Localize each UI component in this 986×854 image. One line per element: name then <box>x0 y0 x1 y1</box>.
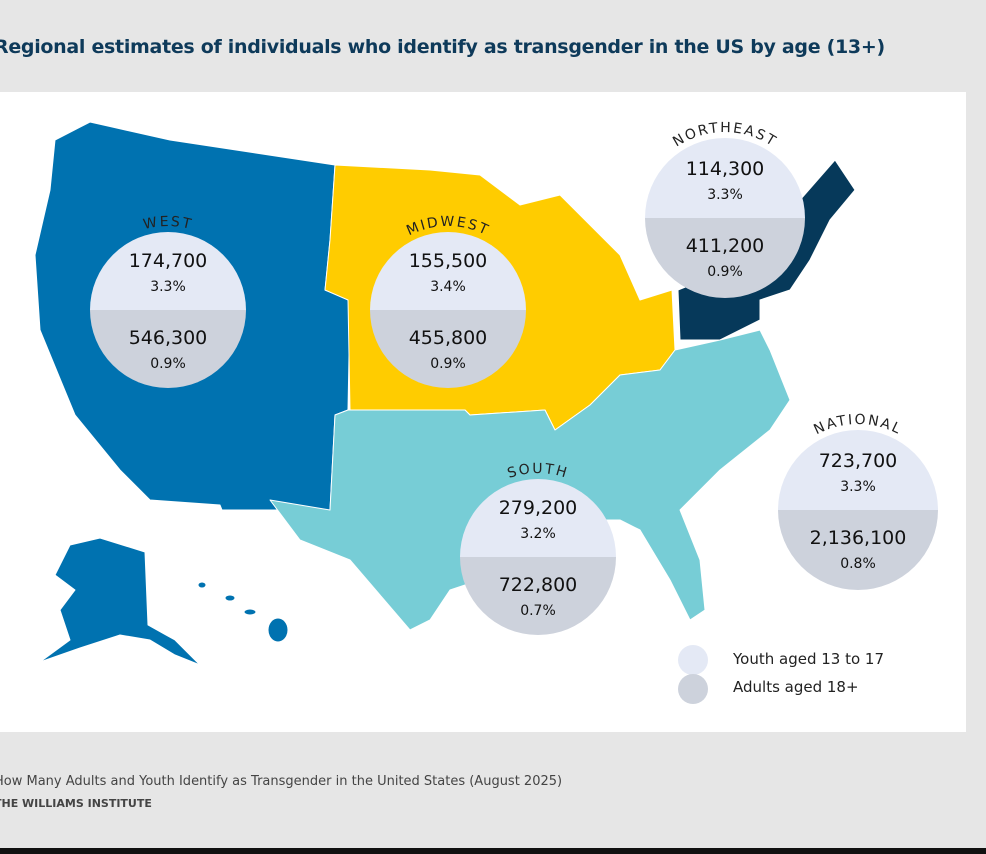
adult-count: 722,800 <box>499 574 578 596</box>
youth-count: 155,500 <box>409 250 488 272</box>
region-label-south: SOUTH <box>506 461 571 482</box>
region-alaska <box>39 537 201 666</box>
adult-percent: 0.9% <box>430 356 466 372</box>
adult-count: 455,800 <box>409 327 488 349</box>
youth-half <box>778 430 938 510</box>
bubble-west: 174,700 3.3% 546,300 0.9% WEST <box>90 214 246 388</box>
adult-percent: 0.9% <box>707 264 743 280</box>
youth-half <box>645 138 805 218</box>
legend-adult-label: Adults aged 18+ <box>733 678 859 696</box>
youth-count: 114,300 <box>686 158 765 180</box>
adult-half <box>778 510 938 590</box>
bottom-bar <box>0 848 986 854</box>
adult-half <box>370 310 526 388</box>
youth-percent: 3.3% <box>707 187 743 203</box>
adult-half <box>460 557 616 635</box>
legend-youth-swatch <box>678 645 708 675</box>
region-hawaii-island <box>224 594 236 602</box>
adult-count: 546,300 <box>129 327 208 349</box>
adult-half <box>90 310 246 388</box>
legend-adult-swatch <box>678 674 708 704</box>
us-region-map: 174,700 3.3% 546,300 0.9% WEST 155,500 3.4% 455… <box>34 120 938 704</box>
youth-count: 174,700 <box>129 250 208 272</box>
youth-half <box>90 232 246 310</box>
adult-percent: 0.8% <box>840 556 876 572</box>
youth-percent: 3.3% <box>150 279 186 295</box>
youth-half <box>370 232 526 310</box>
youth-count: 723,700 <box>819 450 898 472</box>
adult-percent: 0.7% <box>520 603 556 619</box>
youth-percent: 3.2% <box>520 526 556 542</box>
legend <box>678 645 708 704</box>
chart-title: Regional estimates of individuals who id… <box>0 36 885 58</box>
organization-credit: THE WILLIAMS INSTITUTE <box>0 797 152 810</box>
youth-percent: 3.4% <box>430 279 466 295</box>
map-panel: 174,700 3.3% 546,300 0.9% WEST 155,500 3.4% 455… <box>0 92 966 732</box>
youth-half <box>460 479 616 557</box>
youth-count: 279,200 <box>499 497 578 519</box>
region-hawaii-island <box>243 608 257 616</box>
source-citation: How Many Adults and Youth Identify as Tr… <box>0 774 563 789</box>
legend-youth-label: Youth aged 13 to 17 <box>733 650 885 668</box>
adult-half <box>645 218 805 298</box>
region-hawaii <box>267 617 289 643</box>
youth-percent: 3.3% <box>840 479 876 495</box>
adult-percent: 0.9% <box>150 356 186 372</box>
adult-count: 411,200 <box>686 235 765 257</box>
adult-count: 2,136,100 <box>810 527 907 549</box>
region-label-west: WEST <box>142 214 195 233</box>
region-hawaii-island <box>197 581 207 589</box>
bubble-south: 279,200 3.2% 722,800 0.7% SOUTH <box>460 461 616 635</box>
